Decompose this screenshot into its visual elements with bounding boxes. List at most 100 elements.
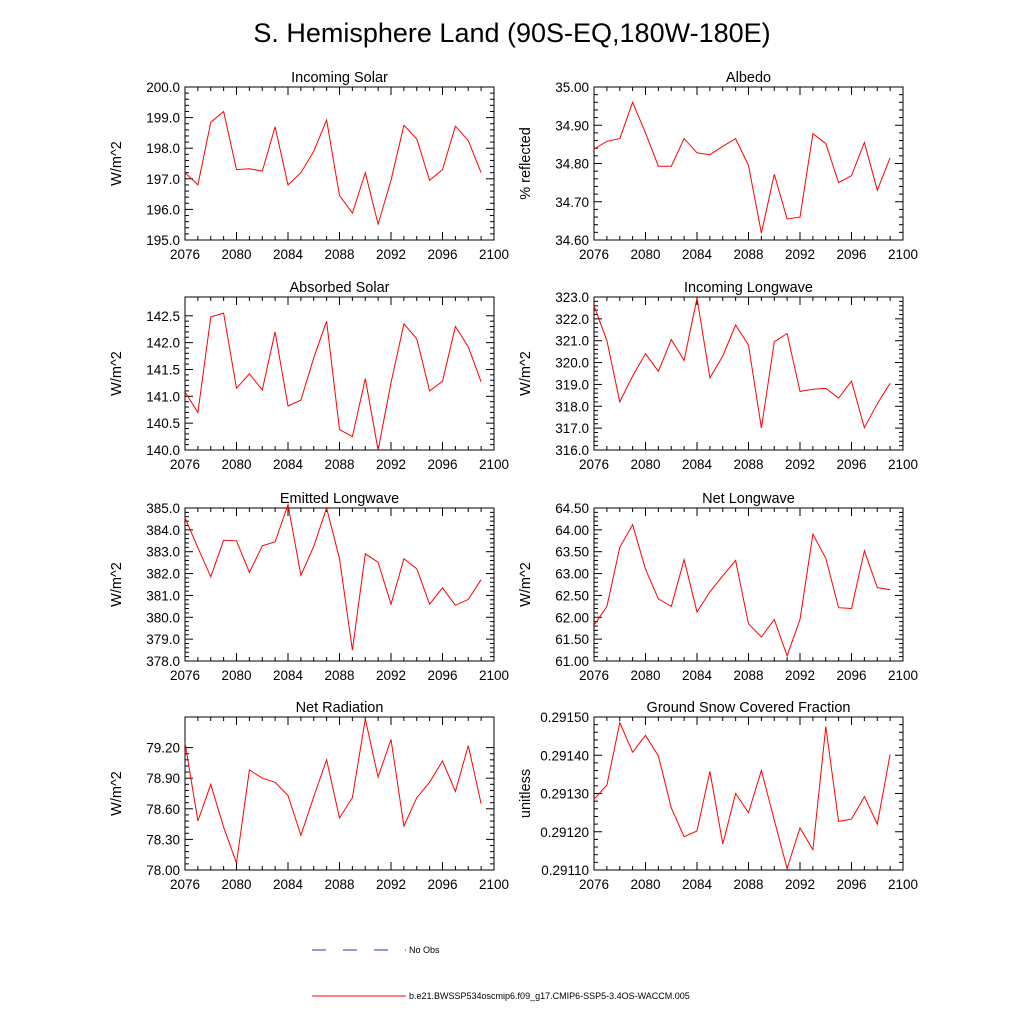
chart-panel: Emitted Longwave W/m^2 2076 2080 2084 2088 209… xyxy=(109,491,509,683)
series-line xyxy=(184,502,482,651)
x-tick-label: 2088 xyxy=(324,877,354,892)
y-tick-label: 34.70 xyxy=(555,195,589,210)
x-tick-label: 2080 xyxy=(630,877,660,892)
panel-title: Emitted Longwave xyxy=(280,491,399,507)
series-line xyxy=(184,110,482,227)
y-tick-label: 380.0 xyxy=(146,610,180,625)
x-tick-label: 2096 xyxy=(836,457,866,472)
y-axis-label: W/m^2 xyxy=(109,562,125,607)
y-tick-label: 34.60 xyxy=(555,233,589,248)
y-tick-label: 0.29150 xyxy=(540,710,589,725)
y-axis-label: W/m^2 xyxy=(109,771,125,816)
legend-model-label: b.e21.BWSSP534oscmip6.f09_g17.CMIP6-SSP5… xyxy=(409,991,690,1001)
y-tick-label: 382.0 xyxy=(146,567,180,582)
plot-frame xyxy=(184,716,495,871)
x-tick-label: 2100 xyxy=(888,457,918,472)
x-tick-label: 2076 xyxy=(579,877,609,892)
x-tick-label: 2076 xyxy=(170,247,200,262)
x-tick-label: 2084 xyxy=(682,457,713,472)
y-tick-label: 0.29130 xyxy=(540,787,589,802)
x-tick-label: 2076 xyxy=(579,457,609,472)
x-tick-label: 2088 xyxy=(733,668,763,683)
y-tick-label: 316.0 xyxy=(555,443,589,458)
y-tick-label: 78.60 xyxy=(146,802,180,817)
y-tick-label: 79.20 xyxy=(146,741,180,756)
x-tick-label: 2096 xyxy=(427,457,457,472)
x-tick-label: 2084 xyxy=(682,668,713,683)
series-line xyxy=(593,297,891,430)
y-tick-label: 64.50 xyxy=(555,501,589,516)
x-tick-label: 2092 xyxy=(785,668,815,683)
panel-title: Ground Snow Covered Fraction xyxy=(647,700,851,716)
plot-frame xyxy=(184,507,495,662)
y-tick-label: 141.5 xyxy=(146,362,180,377)
y-tick-label: 61.50 xyxy=(555,632,589,647)
x-tick-label: 2076 xyxy=(170,457,200,472)
y-tick-label: 78.30 xyxy=(146,832,180,847)
x-tick-label: 2088 xyxy=(324,457,354,472)
x-tick-label: 2100 xyxy=(479,668,509,683)
x-tick-label: 2076 xyxy=(579,247,609,262)
y-axis-label: % reflected xyxy=(518,127,534,200)
x-tick-label: 2100 xyxy=(888,877,918,892)
x-tick-label: 2096 xyxy=(836,668,866,683)
x-tick-label: 2088 xyxy=(324,247,354,262)
x-tick-label: 2080 xyxy=(221,877,251,892)
x-tick-label: 2100 xyxy=(479,457,509,472)
y-tick-label: 383.0 xyxy=(146,545,180,560)
y-axis-label: W/m^2 xyxy=(109,141,125,186)
x-tick-label: 2096 xyxy=(427,668,457,683)
series-line xyxy=(593,100,891,234)
y-tick-label: 141.0 xyxy=(146,389,180,404)
y-tick-label: 318.0 xyxy=(555,399,589,414)
y-tick-label: 321.0 xyxy=(555,334,589,349)
y-tick-label: 0.29120 xyxy=(540,825,589,840)
x-tick-label: 2080 xyxy=(221,457,251,472)
x-tick-label: 2092 xyxy=(376,247,406,262)
x-tick-label: 2084 xyxy=(682,247,713,262)
panel-title: Net Radiation xyxy=(296,700,384,716)
y-tick-label: 197.0 xyxy=(146,172,180,187)
x-tick-label: 2092 xyxy=(785,457,815,472)
legend-obs-label: No Obs xyxy=(409,945,440,955)
series-line xyxy=(593,523,891,658)
x-tick-label: 2100 xyxy=(888,247,918,262)
x-tick-label: 2088 xyxy=(733,247,763,262)
plot-frame xyxy=(593,716,904,871)
panels: Incoming Solar W/m^2 2076 2080 2084 2088 2092 2… xyxy=(109,70,918,892)
chart-panel: Albedo % reflected 2076 2080 2084 2088 2092 209… xyxy=(518,70,918,262)
chart-panel: Absorbed Solar W/m^2 2076 2080 2084 2088 2092 2… xyxy=(109,280,509,472)
series-line xyxy=(184,312,482,451)
y-axis-label: W/m^2 xyxy=(518,351,534,396)
y-tick-label: 319.0 xyxy=(555,377,589,392)
x-tick-label: 2076 xyxy=(170,877,200,892)
y-tick-label: 142.0 xyxy=(146,336,180,351)
x-tick-label: 2100 xyxy=(888,668,918,683)
y-tick-label: 320.0 xyxy=(555,356,589,371)
panel-title: Net Longwave xyxy=(702,491,795,507)
series-line xyxy=(593,721,891,871)
x-tick-label: 2096 xyxy=(836,877,866,892)
series-line xyxy=(184,718,482,864)
x-tick-label: 2084 xyxy=(273,247,304,262)
x-tick-label: 2084 xyxy=(273,877,304,892)
y-tick-label: 196.0 xyxy=(146,202,180,217)
x-tick-label: 2100 xyxy=(479,877,509,892)
y-tick-label: 64.00 xyxy=(555,523,589,538)
y-tick-label: 62.50 xyxy=(555,588,589,603)
y-tick-label: 78.90 xyxy=(146,771,180,786)
x-tick-label: 2084 xyxy=(682,877,713,892)
chart-panel: Incoming Longwave W/m^2 2076 2080 2084 2088 20… xyxy=(518,280,918,472)
y-tick-label: 323.0 xyxy=(555,290,589,305)
x-tick-label: 2096 xyxy=(836,247,866,262)
x-tick-label: 2092 xyxy=(785,247,815,262)
x-tick-label: 2096 xyxy=(427,877,457,892)
figure-title: S. Hemisphere Land (90S-EQ,180W-180E) xyxy=(253,18,770,48)
y-tick-label: 140.5 xyxy=(146,416,180,431)
y-tick-label: 140.0 xyxy=(146,443,180,458)
y-tick-label: 200.0 xyxy=(146,80,180,95)
legend: No Obs b.e21.BWSSP534oscmip6.f09_g17.CMI… xyxy=(312,945,690,1001)
y-tick-label: 381.0 xyxy=(146,588,180,603)
y-tick-label: 385.0 xyxy=(146,501,180,516)
